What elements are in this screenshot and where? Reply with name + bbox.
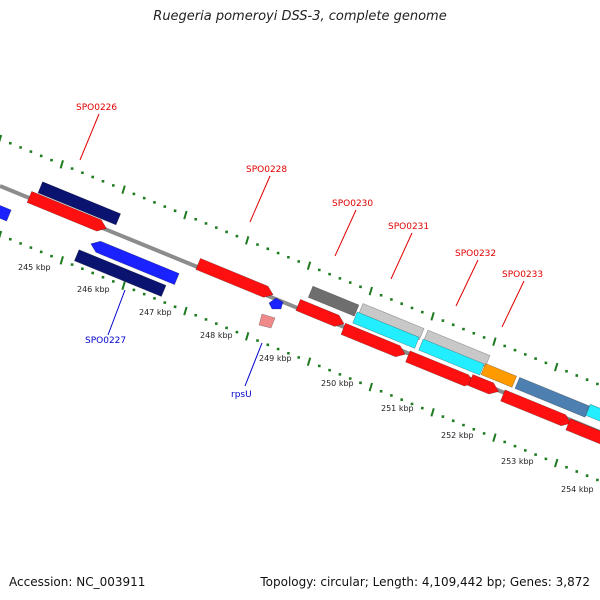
- gene-callouts: SPO0226 SPO0228 SPO0230 SPO0231 SPO0232 SPO02…: [76, 103, 543, 400]
- callout-line-spo0228: [249, 175, 271, 223]
- callout-line-spo0231: [390, 232, 413, 280]
- accession-text: Accession: NC_003911: [9, 575, 146, 589]
- ruler-major-tick: [430, 312, 435, 321]
- gene-feature-red: [26, 191, 107, 232]
- ruler-major-tick: [492, 337, 497, 346]
- gene-feature-spo0227-blue: [90, 240, 180, 285]
- gene-feature-spo0226: [37, 181, 121, 226]
- gene-feature-red: [467, 374, 500, 395]
- gene-label-spo0226: SPO0226: [76, 103, 117, 113]
- ruler-tick-label: 248 kbp: [200, 331, 233, 340]
- callout-line-spo0227: [107, 289, 126, 336]
- genome-stats-text: Topology: circular; Length: 4,109,442 bp…: [260, 575, 590, 589]
- map-title: Ruegeria pomeroyi DSS-3, complete genome: [153, 9, 447, 24]
- upper-ruler: [0, 134, 599, 386]
- ruler-tick-label: 250 kbp: [321, 379, 354, 388]
- ruler-major-tick: [554, 458, 559, 468]
- ruler-tick-label: 253 kbp: [501, 457, 534, 466]
- ruler-major-tick: [121, 185, 126, 194]
- ruler-major-tick: [0, 134, 3, 143]
- gene-feature-blue: [0, 205, 12, 222]
- gene-feature-spo0231-gray: [358, 303, 425, 340]
- ruler-major-tick: [59, 256, 64, 265]
- lower-ruler: [0, 230, 599, 482]
- gene-feature-spo0230: [307, 285, 360, 317]
- ruler-major-tick: [368, 382, 373, 392]
- callout-line-spo0232: [455, 259, 479, 307]
- ruler-major-tick: [183, 306, 188, 316]
- gene-feature-red: [500, 389, 572, 427]
- gene-label-spo0230: SPO0230: [332, 199, 373, 209]
- gene-feature-spo0232: [418, 338, 485, 376]
- ruler-major-tick: [306, 261, 312, 270]
- ruler-major-tick: [59, 160, 64, 169]
- gene-feature-steelblue: [514, 377, 590, 418]
- gene-feature-spo0231: [352, 311, 420, 349]
- ruler-major-tick: [245, 332, 250, 341]
- ruler-tick-label: 252 kbp: [441, 431, 474, 440]
- gene-label-spo0227: SPO0227: [85, 336, 126, 346]
- callout-line-spo0233: [501, 280, 525, 328]
- gene-features: [0, 181, 600, 445]
- ruler-major-tick: [492, 433, 497, 442]
- gene-feature-cyan: [585, 403, 600, 422]
- gene-feature-spo0227: [74, 249, 167, 297]
- gene-feature-rpsU-blue: [268, 297, 284, 310]
- ruler-major-tick: [245, 236, 250, 245]
- ruler-major-tick: [0, 230, 3, 239]
- ruler-tick-label: 245 kbp: [18, 263, 51, 272]
- gene-feature-spo0228: [195, 258, 274, 298]
- ruler-major-tick: [183, 210, 188, 220]
- gene-feature-rpsU: [258, 313, 276, 329]
- gene-feature-red: [295, 299, 345, 327]
- callout-line-rpsu: [244, 342, 263, 387]
- callout-line-spo0226: [79, 113, 100, 161]
- ruler-major-tick: [430, 408, 435, 417]
- gene-feature-red: [340, 322, 406, 358]
- gene-feature-red: [565, 418, 600, 445]
- ruler-tick-label: 246 kbp: [77, 285, 110, 294]
- ruler-tick-label: 249 kbp: [259, 354, 292, 363]
- ruler-major-tick: [554, 362, 559, 372]
- gene-label-spo0232: SPO0232: [455, 249, 496, 259]
- gene-label-spo0233: SPO0233: [502, 270, 543, 280]
- ruler-major-tick: [306, 357, 312, 366]
- ruler-major-tick: [368, 286, 373, 296]
- gene-label-rpsu: rpsU: [231, 390, 252, 400]
- ruler-major-tick: [121, 281, 126, 290]
- ruler-tick-label: 251 kbp: [381, 404, 414, 413]
- ruler-tick-label: 254 kbp: [561, 485, 594, 494]
- gene-feature-spo0233: [480, 363, 517, 388]
- gene-label-spo0228: SPO0228: [246, 165, 287, 175]
- gene-label-spo0231: SPO0231: [388, 222, 429, 232]
- ruler-tick-label: 247 kbp: [139, 308, 172, 317]
- ruler-labels: 245 kbp 246 kbp 247 kbp 248 kbp 249 kbp 250 k…: [18, 263, 594, 494]
- callout-line-spo0230: [334, 209, 357, 257]
